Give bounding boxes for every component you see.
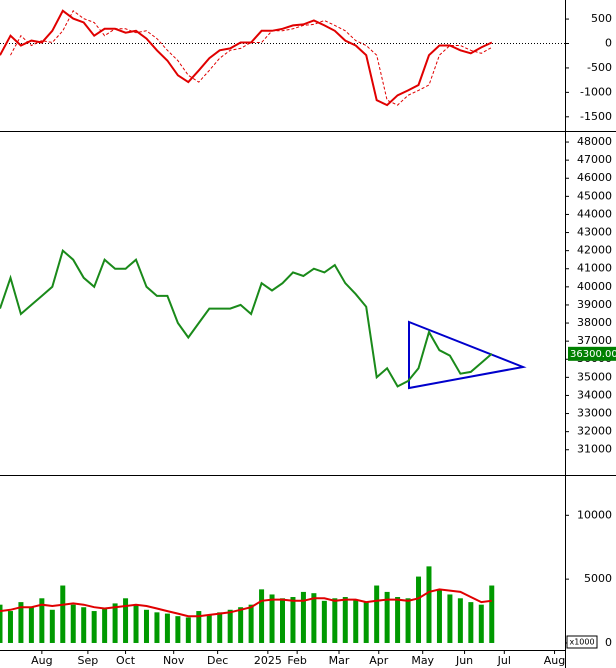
unit-box [566, 635, 598, 649]
volume-bar [112, 603, 118, 643]
volume-bar [259, 589, 265, 643]
x-tick-label: Sep [78, 654, 99, 667]
volume-bar [353, 599, 359, 643]
volume-bar [395, 597, 401, 643]
y-tick-label: -1000 [580, 85, 612, 98]
volume-bar [384, 591, 390, 643]
volume-bar [0, 604, 3, 643]
x-tick-label: May [411, 654, 434, 667]
y-tick-label: 43000 [577, 226, 612, 239]
volume-bar [227, 609, 233, 643]
volume-bar [280, 598, 285, 643]
volume-bar [447, 594, 453, 643]
x-tick-label: Jun [455, 654, 473, 667]
y-tick-label: 10000 [577, 508, 612, 521]
volume-bar [311, 593, 317, 643]
y-tick-label: -500 [587, 61, 612, 74]
volume-bar [18, 602, 24, 643]
volume-bar [374, 585, 380, 643]
volume-bar [489, 585, 495, 643]
y-tick-label: 0 [605, 636, 612, 649]
y-tick-label: 44000 [577, 207, 612, 220]
y-tick-label: 48000 [577, 135, 612, 148]
unit-label: x1000 [569, 638, 594, 647]
volume-bar [300, 591, 306, 643]
volume-bar [478, 604, 484, 643]
x-tick-label: Mar [329, 654, 350, 667]
x-tick-label: Aug [31, 654, 52, 667]
volume-bar [405, 598, 411, 643]
x-tick-label: 2025 [254, 654, 282, 667]
volume-bar [290, 597, 296, 643]
volume-bar [81, 607, 87, 643]
volume-bar [102, 608, 108, 643]
y-tick-label: 31000 [577, 443, 612, 456]
volume-bar [269, 594, 275, 643]
volume-bar [164, 613, 170, 643]
volume-bar [154, 612, 160, 643]
volume-bar [39, 598, 45, 643]
y-tick-label: -1500 [580, 110, 612, 123]
x-tick-label: Dec [207, 654, 228, 667]
y-tick-label: 45000 [577, 189, 612, 202]
y-tick-label: 500 [591, 12, 612, 25]
y-tick-label: 37000 [577, 334, 612, 347]
x-tick-label: Feb [287, 654, 306, 667]
y-tick-label: 34000 [577, 388, 612, 401]
x-tick-label: Nov [163, 654, 185, 667]
volume-bar [70, 604, 76, 643]
y-tick-label: 46000 [577, 171, 612, 184]
volume-bar [206, 614, 212, 643]
volume-bar [238, 607, 244, 643]
y-tick-label: 35000 [577, 370, 612, 383]
last-price-label: 36300.00 [570, 349, 616, 360]
triangle-pattern [408, 320, 527, 390]
volume-bar [133, 604, 139, 643]
series-line [0, 9, 493, 107]
volume-bar [60, 585, 66, 643]
volume-bar [363, 602, 369, 643]
y-tick-label: 0 [605, 36, 612, 49]
volume-bar [332, 598, 338, 643]
volume-bar [175, 616, 181, 643]
volume-bar [91, 611, 97, 643]
volume-bar [49, 609, 55, 643]
volume-bar [28, 607, 34, 643]
volume-bar [426, 566, 432, 643]
y-tick-label: 41000 [577, 262, 612, 275]
volume-bar [248, 604, 254, 643]
y-tick-label: 47000 [577, 153, 612, 166]
y-tick-label: 33000 [577, 407, 612, 420]
y-tick-label: 39000 [577, 298, 612, 311]
volume-bar [436, 589, 442, 643]
volume-bar [468, 602, 474, 643]
volume-bar [321, 600, 327, 643]
last-price-box [568, 346, 616, 361]
volume-bar [416, 576, 422, 643]
y-tick-label: 38000 [577, 316, 612, 329]
y-tick-label: 32000 [577, 425, 612, 438]
volume-bar [143, 609, 149, 643]
x-tick-label: Apr [369, 654, 389, 667]
y-tick-label: 40000 [577, 280, 612, 293]
y-tick-label: 42000 [577, 244, 612, 257]
x-tick-label: Aug [544, 654, 565, 667]
series-line [0, 248, 493, 388]
series-line [10, 10, 493, 106]
volume-bar [342, 597, 348, 643]
x-tick-label: Jul [497, 654, 511, 667]
volume-bar [217, 612, 223, 643]
volume-bar [7, 611, 13, 643]
series-line [0, 588, 492, 618]
volume-bar [457, 598, 463, 643]
volume-bar [185, 617, 191, 643]
volume-bar [123, 598, 129, 643]
y-tick-label: 5000 [584, 572, 612, 585]
x-tick-label: Oct [116, 654, 136, 667]
volume-bar [196, 611, 202, 643]
